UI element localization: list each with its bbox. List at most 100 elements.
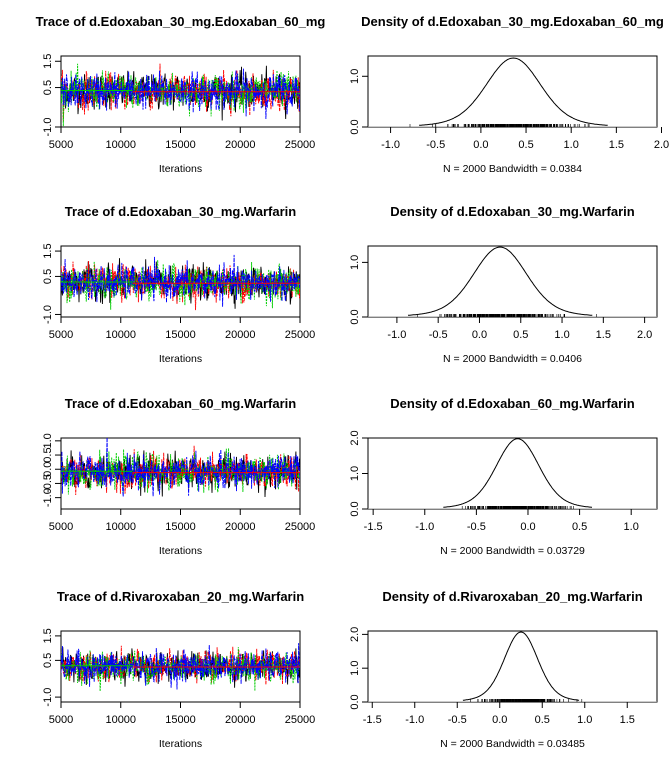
x-tick-label: 15000 [165,329,196,341]
y-tick-label: 1.0 [349,255,361,270]
x-axis-label: Iterations [159,163,202,175]
y-tick-label: -1.0 [42,118,54,137]
x-tick-label: -1.0 [387,329,406,341]
x-tick-label: 2.0 [654,139,669,151]
x-tick-label: 1.0 [564,139,579,151]
y-tick-label: -1.0 [42,305,54,324]
x-tick-label: -0.5 [426,139,445,151]
x-axis-label: N = 2000 Bandwidth = 0.03485 [440,738,585,750]
x-tick-label: 25000 [285,521,316,533]
plot-frame [367,630,658,703]
x-tick-label: 20000 [225,329,256,341]
x-tick-label: 1.0 [624,521,639,533]
panel-title: Density of d.Edoxaban_60_mg.Warfarin [390,396,634,411]
chain-trace-4 [61,254,300,307]
x-tick-label: -0.5 [429,329,448,341]
panel-title: Density of d.Edoxaban_30_mg.Warfarin [390,204,634,219]
y-tick-label: 0.5 [42,269,54,284]
density-curve [443,438,593,508]
panel-title: Density of d.Rivaroxaban_20_mg.Warfarin [382,589,642,604]
plot-frame [367,437,658,510]
y-tick-label: -1.0 [42,688,54,707]
y-tick-label: 0.0 [349,694,361,709]
x-tick-label: -1.0 [405,714,424,726]
x-tick-label: 15000 [165,714,196,726]
plot-frame [367,245,658,318]
x-tick-label: 10000 [105,329,136,341]
x-tick-label: 5000 [49,329,73,341]
panel-title: Trace of d.Rivaroxaban_20_mg.Warfarin [57,589,304,604]
x-tick-label: 0.5 [513,329,528,341]
y-tick-label: 0.5 [42,80,54,95]
chain-trace-4 [61,68,300,120]
y-tick-label: 1.5 [42,243,54,258]
density-panel-2: Density of d.Edoxaban_30_mg.Warfarin -1.0… [349,204,658,365]
x-tick-label: 25000 [285,329,316,341]
density-curve [419,57,608,126]
rug-marks [470,699,583,702]
y-tick-label: 2.0 [349,627,361,642]
x-tick-label: 15000 [165,521,196,533]
chain-trace-4 [61,643,300,690]
x-tick-label: 10000 [105,714,136,726]
x-tick-label: 2.0 [637,329,652,341]
y-tick-label: 0.5 [42,447,54,462]
y-tick-label: 1.0 [349,69,361,84]
x-tick-label: 0.0 [520,521,535,533]
x-tick-label: 5000 [49,714,73,726]
y-tick-label: 0.0 [349,309,361,324]
density-panel-3: Density of d.Edoxaban_60_mg.Warfarin -1.5… [349,396,658,557]
trace-panel-2: Trace of d.Edoxaban_30_mg.Warfarin 5000 10… [42,204,315,365]
panel-title: Trace of d.Edoxaban_60_mg.Warfarin [65,396,296,411]
y-tick-label: -0.5 [42,474,54,493]
x-tick-label: 0.5 [572,521,587,533]
x-axis-label: N = 2000 Bandwidth = 0.0384 [443,163,582,175]
x-tick-label: -1.5 [363,714,382,726]
x-axis-label: Iterations [159,545,202,557]
trace-panel-3: Trace of d.Edoxaban_60_mg.Warfarin 5000 10… [42,396,315,557]
x-tick-label: 1.5 [620,714,635,726]
y-tick-label: 0.5 [42,653,54,668]
x-tick-label: 1.0 [554,329,569,341]
rug-marks [409,124,590,127]
y-tick-label: 0.0 [42,462,54,477]
rug-marks [417,314,597,317]
x-tick-label: -1.0 [415,521,434,533]
x-tick-label: 10000 [105,521,136,533]
panel-title: Trace of d.Edoxaban_30_mg.Warfarin [65,204,296,219]
y-tick-label: 1.5 [42,628,54,643]
plot-frame [367,55,658,128]
x-tick-label: 0.5 [518,139,533,151]
x-tick-label: 0.5 [535,714,550,726]
x-tick-label: 0.0 [473,139,488,151]
x-tick-label: 20000 [225,714,256,726]
x-tick-label: 5000 [49,139,73,151]
x-axis-label: Iterations [159,353,202,365]
x-tick-label: 1.5 [609,139,624,151]
y-tick-label: 0.0 [349,119,361,134]
chain-trace-4 [61,438,300,497]
x-tick-label: 20000 [225,139,256,151]
y-tick-label: -1.0 [42,488,54,507]
x-tick-label: -0.5 [448,714,467,726]
x-tick-label: 5000 [49,521,73,533]
y-tick-label: 1.0 [349,661,361,676]
density-panel-4: Density of d.Rivaroxaban_20_mg.Warfarin -… [349,589,658,750]
y-tick-label: 1.5 [42,54,54,69]
y-tick-label: 2.0 [349,430,361,445]
panel-title: Density of d.Edoxaban_30_mg.Edoxaban_60_… [361,14,664,29]
x-tick-label: 0.0 [472,329,487,341]
rug-marks [461,506,574,509]
panel-title: Trace of d.Edoxaban_30_mg.Edoxaban_60_mg [36,14,326,29]
x-tick-label: 25000 [285,714,316,726]
x-tick-label: 10000 [105,139,136,151]
x-tick-label: 1.0 [577,714,592,726]
x-tick-label: -1.5 [364,521,383,533]
x-tick-label: 15000 [165,139,196,151]
trace-panel-4: Trace of d.Rivaroxaban_20_mg.Warfarin 500… [42,589,315,750]
density-curve [407,246,593,316]
x-axis-label: N = 2000 Bandwidth = 0.03729 [440,545,585,557]
y-tick-label: 1.0 [42,433,54,448]
x-tick-label: 20000 [225,521,256,533]
